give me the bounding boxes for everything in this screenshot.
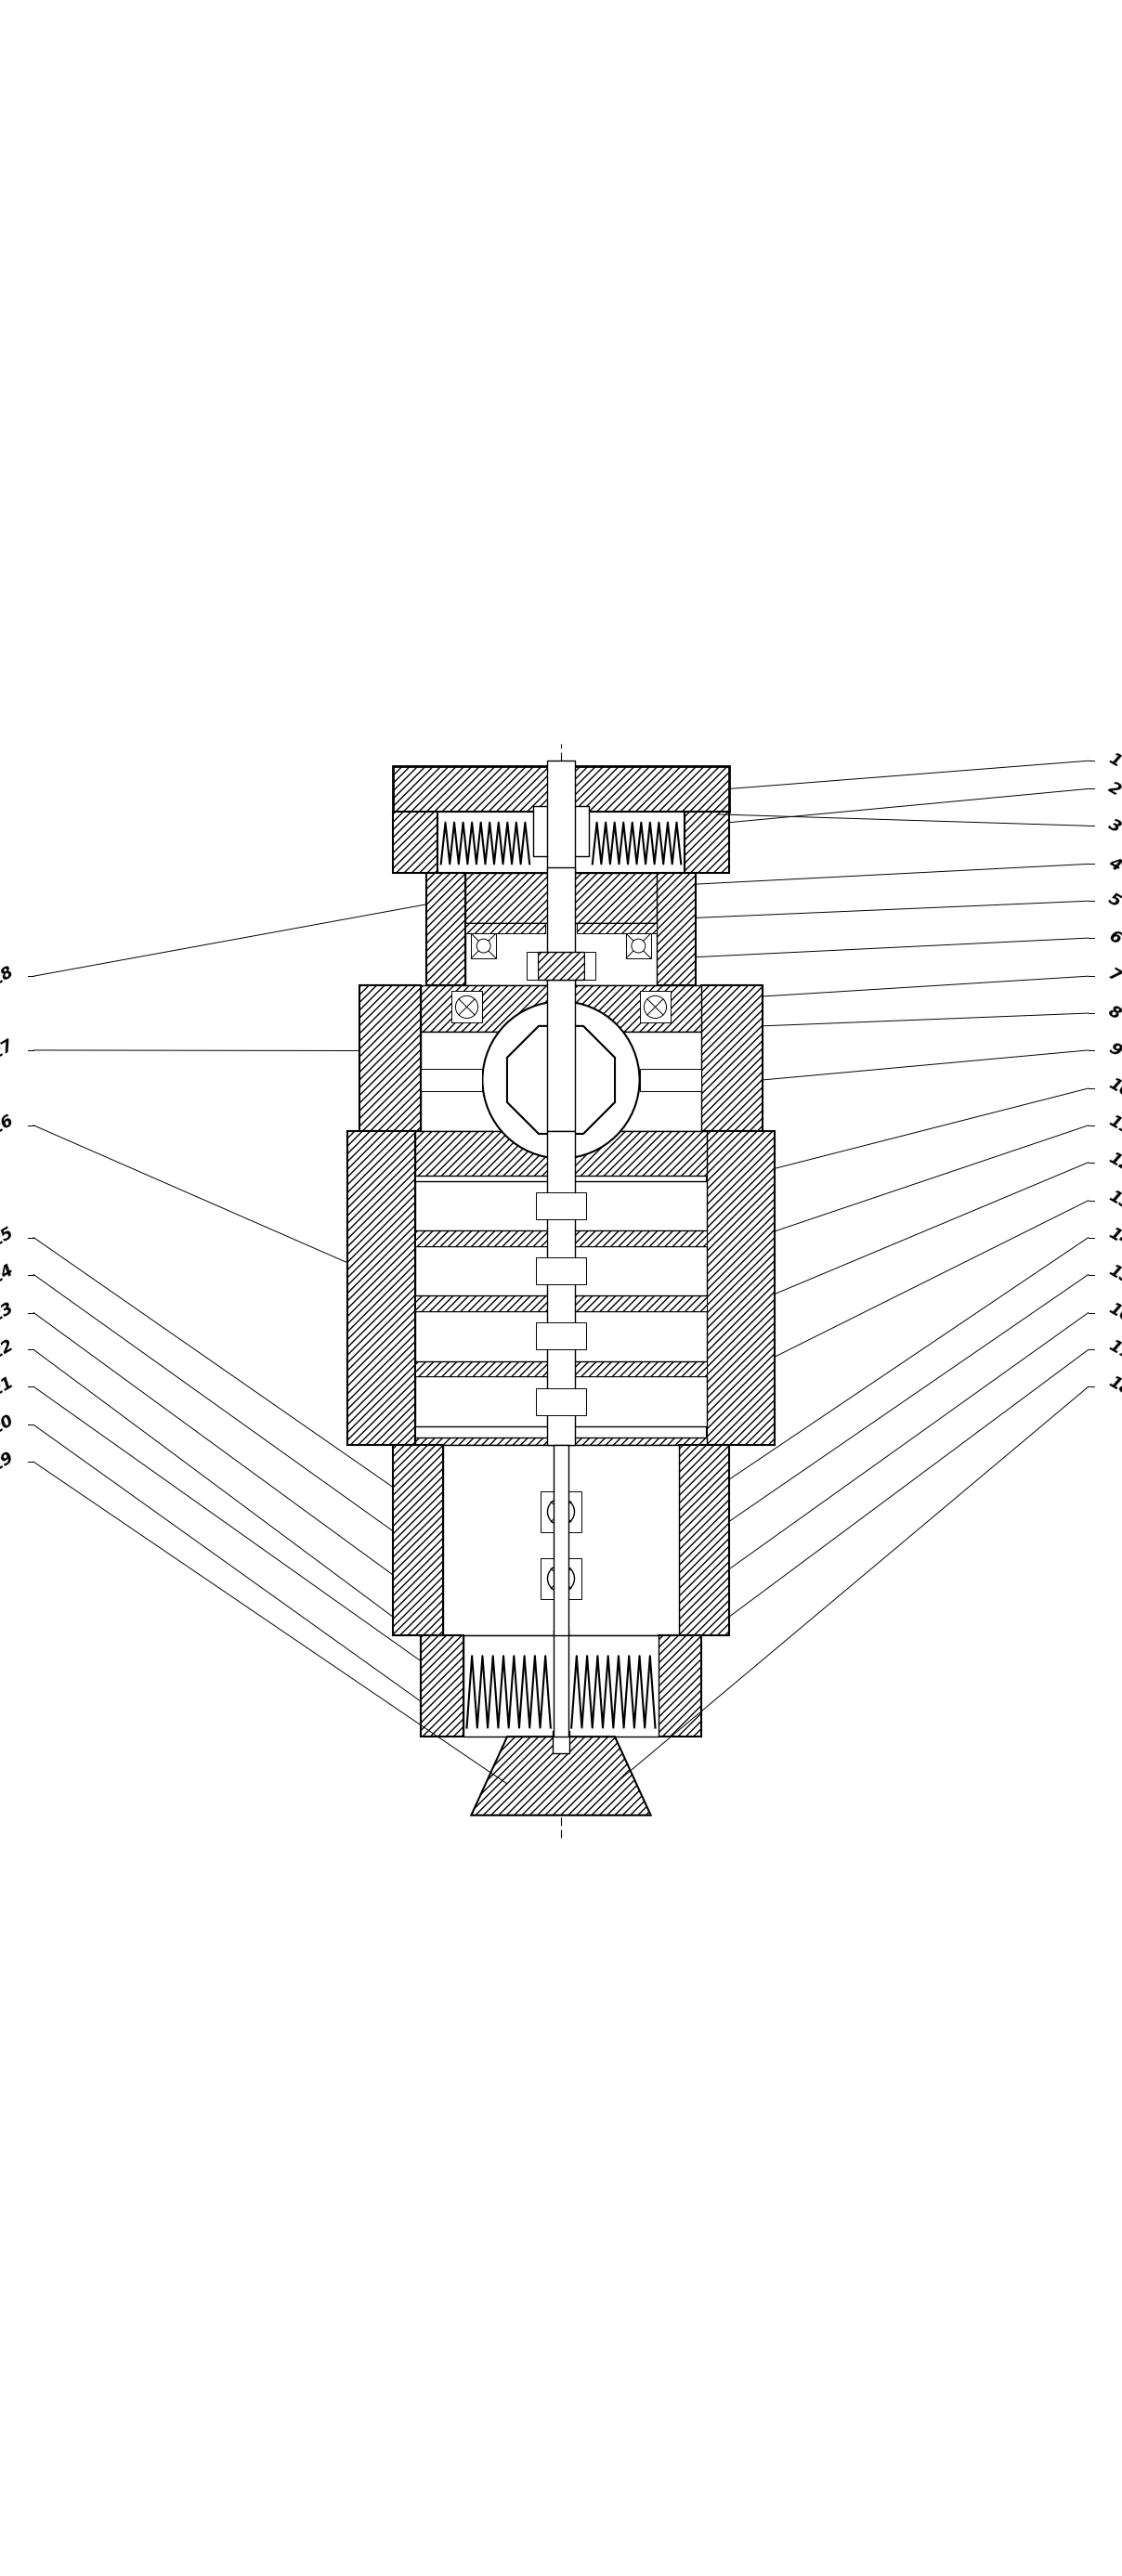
Text: 5: 5 bbox=[1105, 891, 1122, 912]
Bar bbox=[535, 1394, 586, 1409]
Circle shape bbox=[456, 997, 478, 1018]
Bar bbox=[359, 984, 421, 1131]
Bar bbox=[348, 1131, 415, 1445]
Bar bbox=[466, 922, 545, 933]
Bar bbox=[535, 1193, 586, 1218]
Text: 16: 16 bbox=[1105, 1301, 1122, 1327]
Text: 9: 9 bbox=[1105, 1041, 1122, 1061]
Bar bbox=[443, 1445, 679, 1636]
Bar bbox=[548, 1131, 574, 1445]
Text: 6: 6 bbox=[1105, 927, 1122, 948]
Bar bbox=[438, 811, 684, 873]
Bar bbox=[415, 1376, 707, 1427]
Bar bbox=[701, 984, 763, 1131]
Text: 23: 23 bbox=[0, 1301, 17, 1327]
Text: 27: 27 bbox=[0, 1038, 17, 1064]
Bar bbox=[526, 951, 537, 979]
Bar bbox=[466, 922, 656, 984]
Text: 3: 3 bbox=[1105, 817, 1122, 837]
Bar bbox=[535, 1257, 586, 1285]
Bar bbox=[535, 1388, 586, 1414]
Text: 22: 22 bbox=[0, 1337, 17, 1363]
Bar bbox=[415, 1231, 707, 1247]
Bar bbox=[415, 1182, 707, 1231]
Text: 8: 8 bbox=[1105, 1002, 1122, 1023]
Bar bbox=[537, 951, 585, 979]
Bar bbox=[415, 1247, 707, 1296]
Bar bbox=[421, 1069, 482, 1092]
Bar bbox=[535, 1262, 586, 1280]
Text: 10: 10 bbox=[1105, 1074, 1122, 1103]
Text: 17: 17 bbox=[1105, 1337, 1122, 1363]
Bar bbox=[415, 1311, 707, 1360]
Bar bbox=[659, 1636, 701, 1736]
Bar bbox=[535, 1198, 586, 1213]
Text: 21: 21 bbox=[0, 1373, 17, 1399]
Text: 7: 7 bbox=[1105, 966, 1122, 987]
Bar bbox=[640, 992, 671, 1023]
Polygon shape bbox=[471, 1736, 651, 1816]
Bar bbox=[585, 951, 596, 979]
Bar bbox=[535, 1329, 586, 1345]
Text: 20: 20 bbox=[0, 1412, 17, 1437]
Bar bbox=[393, 811, 438, 873]
Bar bbox=[533, 806, 589, 855]
Text: 1: 1 bbox=[1105, 750, 1122, 770]
Bar bbox=[415, 1437, 707, 1445]
Circle shape bbox=[482, 1002, 640, 1159]
Bar bbox=[415, 1296, 707, 1311]
Text: 14: 14 bbox=[1105, 1224, 1122, 1249]
Bar bbox=[535, 1321, 586, 1350]
Bar bbox=[463, 1636, 659, 1736]
Bar bbox=[466, 873, 656, 922]
Text: 26: 26 bbox=[0, 1113, 17, 1139]
Circle shape bbox=[548, 1499, 574, 1525]
Polygon shape bbox=[507, 1025, 615, 1133]
Bar bbox=[548, 868, 574, 984]
Circle shape bbox=[548, 1566, 574, 1592]
Bar bbox=[415, 1360, 707, 1376]
Bar bbox=[552, 1731, 569, 1754]
Bar bbox=[393, 768, 729, 811]
Text: 28: 28 bbox=[0, 963, 17, 989]
Text: 25: 25 bbox=[0, 1224, 17, 1249]
Circle shape bbox=[644, 997, 666, 1018]
Bar bbox=[554, 1631, 568, 1736]
Bar bbox=[640, 1069, 701, 1092]
Bar bbox=[421, 1033, 701, 1131]
Bar bbox=[421, 984, 701, 1033]
Bar bbox=[451, 992, 482, 1023]
Text: 24: 24 bbox=[0, 1262, 17, 1288]
Bar bbox=[684, 811, 729, 873]
Bar bbox=[707, 1131, 774, 1445]
Bar bbox=[626, 933, 651, 958]
Bar bbox=[541, 1558, 581, 1600]
Bar bbox=[393, 1445, 443, 1636]
Bar bbox=[415, 1131, 707, 1175]
Text: 18: 18 bbox=[1105, 1373, 1122, 1399]
Bar bbox=[554, 1445, 568, 1636]
Text: 19: 19 bbox=[0, 1448, 17, 1476]
Bar bbox=[577, 922, 656, 933]
Bar bbox=[541, 1492, 581, 1533]
Bar bbox=[548, 760, 574, 878]
Bar bbox=[426, 873, 466, 984]
Text: 13: 13 bbox=[1105, 1188, 1122, 1213]
Text: 2: 2 bbox=[1105, 778, 1122, 799]
Bar bbox=[679, 1445, 729, 1636]
Text: 12: 12 bbox=[1105, 1149, 1122, 1175]
Bar bbox=[656, 873, 696, 984]
Text: 15: 15 bbox=[1105, 1262, 1122, 1288]
Text: 4: 4 bbox=[1105, 853, 1122, 873]
Circle shape bbox=[477, 938, 490, 953]
Text: 11: 11 bbox=[1105, 1113, 1122, 1139]
Bar bbox=[548, 979, 574, 1131]
Bar bbox=[471, 933, 496, 958]
Circle shape bbox=[632, 938, 645, 953]
Bar bbox=[421, 1636, 463, 1736]
